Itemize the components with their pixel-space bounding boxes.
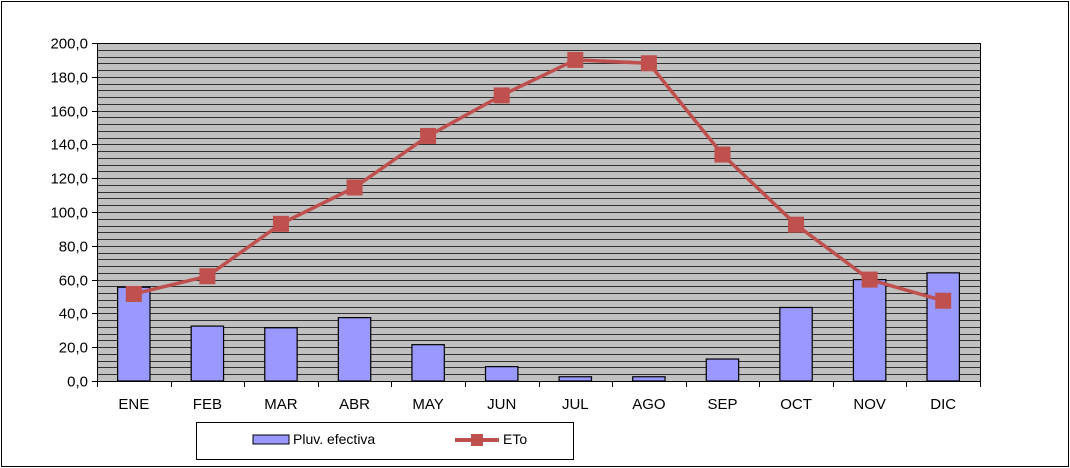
x-tick-label: FEB [193,396,222,413]
bar-pluv-efectiva [264,327,298,382]
bar-pluv-efectiva [484,366,519,382]
point-eto [788,216,805,233]
bar-pluv-efectiva [117,286,151,382]
point-eto [714,146,731,163]
bar-pluv-efectiva [190,325,225,382]
legend-label-pluv-efectiva: Pluv. efectiva [293,431,375,447]
x-tick-label: NOV [853,396,886,413]
x-tick-label: ENE [118,396,149,413]
legend-swatch-pluv-efectiva [252,434,290,445]
point-eto [346,179,363,196]
point-eto [640,55,657,72]
y-tick-label: 0,0 [67,374,88,391]
point-eto [125,285,142,302]
x-tick-label: MAR [264,396,298,413]
point-eto [861,271,878,288]
y-tick-label: 80,0 [59,239,88,256]
y-tick-label: 100,0 [50,205,88,222]
bar-pluv-efectiva [558,376,593,382]
point-eto [935,292,952,309]
x-tick-label: MAY [412,396,443,413]
bar-pluv-efectiva [411,344,445,382]
point-eto [272,215,289,232]
x-tick-label: AGO [632,396,665,413]
bar-pluv-efectiva [779,306,813,382]
point-eto [420,127,437,144]
x-tick-label: JUL [562,396,589,413]
y-tick-label: 140,0 [50,137,88,154]
x-tick-label: OCT [780,396,812,413]
bar-pluv-efectiva [632,376,666,382]
y-tick-label: 120,0 [50,171,88,188]
plot-background [97,43,980,381]
line-eto [133,58,944,303]
y-tick-label: 40,0 [59,306,88,323]
x-tick-label: DIC [930,396,956,413]
x-tick-label: ABR [339,396,370,413]
plot-area: 0,0 20,0 40,0 60,0 80,0 100,0 120,0 140,0 160,0 1… [50,36,981,413]
y-tick-label: 200,0 [50,36,88,53]
x-tick-label: JUN [487,396,516,413]
bar-pluv-efectiva [705,358,740,382]
x-tick-label: SEP [707,396,737,413]
bar-pluv-efectiva [852,279,887,382]
point-eto [567,51,584,68]
legend: Pluv. efectiva ETo [196,422,574,460]
y-tick-label: 60,0 [59,273,88,290]
point-eto [199,268,216,285]
y-tick-label: 180,0 [50,70,88,87]
bar-pluv-efectiva [337,317,372,382]
y-tick-label: 20,0 [59,340,88,357]
bar-pluv-efectiva [926,272,960,382]
legend-swatch-eto-marker [471,434,483,446]
y-tick-label: 160,0 [50,104,88,121]
point-eto [493,87,510,104]
legend-label-eto: ETo [503,431,527,447]
